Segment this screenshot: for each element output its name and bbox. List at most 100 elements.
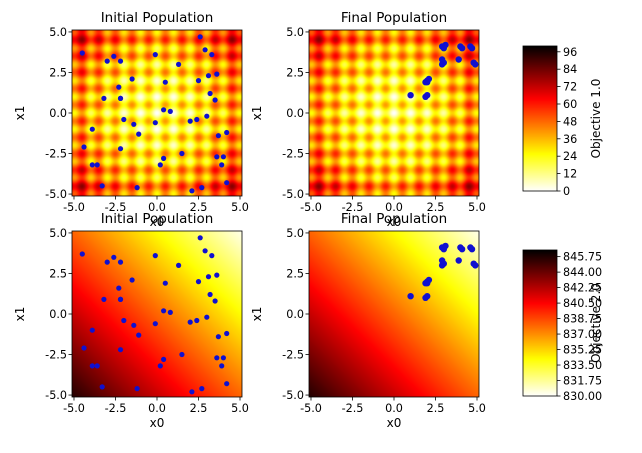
population-point [121,116,127,123]
heatmap-image [309,30,479,196]
population-point [101,95,107,101]
x-tick-label: 0.0 [148,402,166,415]
population-point [194,116,200,123]
population-point [187,118,193,124]
y-tick-label: -2.5 [45,349,67,362]
population-point [89,126,95,132]
population-point [224,180,230,186]
population-point [157,162,163,168]
colorbar-tick-label: 24 [563,150,577,163]
population-point [79,251,85,257]
y-tick-label: -5.0 [282,389,304,402]
y-tick-label: -5.0 [45,389,67,402]
colorbar-tick-label: 60 [563,98,577,111]
population-point [121,317,127,324]
population-point [104,58,110,64]
y-tick-label: 0.0 [49,308,67,321]
population-point [457,244,464,251]
colorbar-tick-label: 0 [563,185,570,198]
population-point [99,384,105,390]
population-point [131,121,137,127]
y-axis-label: x1 [13,106,27,121]
population-point [204,113,210,119]
x-tick-label: -5.0 [63,201,85,214]
x-tick-label: -5.0 [63,402,85,415]
subplot-title: Initial Population [101,10,214,26]
subplot-3: -5.0 -2.5 0.0 2.5 5.0 -5.0 -2.5 0.0 2.5 5.0 x0 x1 In… [13,211,249,430]
x-tick-label: 5.0 [231,201,249,214]
population-point [161,356,167,362]
heatmap-image [72,231,242,397]
colorbar-tick-label: 72 [563,81,577,94]
population-point [99,183,105,189]
subplot-1: -5.0 -2.5 0.0 2.5 5.0 -5.0 -2.5 0.0 2.5 5.0 x0 x1 In… [13,10,249,229]
population-point [179,150,185,157]
heatmap-image [72,30,242,196]
population-point [204,314,210,320]
y-axis-label: x1 [13,307,27,322]
population-point [224,330,230,337]
population-point [81,144,87,150]
colorbar-tick-label: 36 [563,133,577,146]
population-point [195,78,202,84]
population-point [152,52,158,58]
y-tick-label: 0.0 [286,308,304,321]
colorbar-tick-label: 48 [563,115,577,128]
colorbar-frame [522,249,558,397]
colorbar-2: 830.00 831.75 833.50 835.25 837.00 838.75 840.… [522,249,603,403]
population-point [129,76,135,82]
population-point [214,71,220,77]
x-axis-label: x0 [150,215,165,229]
population-point [424,79,431,86]
population-point [468,246,476,253]
population-point [220,154,226,160]
population-point [152,120,158,126]
population-point [219,162,225,168]
population-point [438,56,446,63]
colorbar-tick-label: 96 [563,46,577,59]
x-axis-label: x0 [387,416,402,430]
colorbars: 0 12 24 36 48 60 72 84 96 Objective 1.0 830.00 831.… [522,45,603,403]
y-tick-label: 2.5 [49,267,67,280]
population-point [209,253,215,259]
y-tick-label: -5.0 [282,188,304,201]
x-tick-label: 2.5 [190,201,208,214]
population-point [129,277,135,283]
population-point [167,309,173,315]
population-point [212,298,218,304]
population-point [202,248,208,254]
population-point [101,296,107,302]
population-point [117,146,124,152]
colorbar-tick-label: 833.50 [563,359,602,372]
population-point [197,235,203,241]
population-point [199,386,205,392]
colorbar-tick-label: 831.75 [563,375,602,388]
population-point [136,131,142,137]
population-point [79,50,85,56]
population-point [214,355,220,361]
population-point [187,319,193,325]
population-point [224,381,230,387]
y-axis-label: x1 [250,307,264,322]
population-point [407,92,414,99]
population-point [189,389,195,395]
x-tick-label: 2.5 [427,402,445,415]
population-point [424,280,431,287]
colorbar-gradient [523,46,557,191]
x-tick-label: 5.0 [468,402,486,415]
population-point [176,61,182,67]
y-tick-label: 5.0 [49,227,67,240]
population-point [407,293,414,300]
y-axis-label: x1 [250,106,264,121]
population-point [194,317,200,324]
colorbar-tick-label: 842.25 [563,282,602,295]
colorbar-tick-label: 835.25 [563,344,602,357]
population-point [81,345,87,351]
population-point [209,52,215,58]
colorbar-tick-label: 838.75 [563,313,602,326]
population-point [94,162,100,168]
y-tick-label: -2.5 [282,349,304,362]
population-point [205,73,212,79]
population-point [424,92,431,99]
x-axis-label: x0 [387,215,402,229]
